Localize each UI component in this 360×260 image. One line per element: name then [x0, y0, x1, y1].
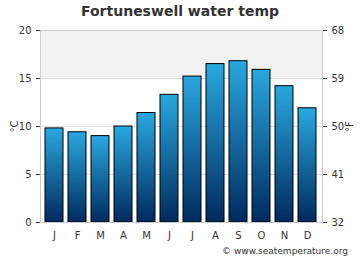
svg-text:A: A	[120, 230, 127, 241]
svg-text:S: S	[235, 230, 241, 241]
svg-text:A: A	[212, 230, 219, 241]
svg-text:O: O	[258, 230, 266, 241]
svg-text:5: 5	[25, 169, 31, 180]
svg-text:M: M	[96, 230, 105, 241]
svg-text:50: 50	[332, 121, 345, 132]
svg-text:20: 20	[19, 25, 32, 36]
svg-text:N: N	[281, 230, 288, 241]
svg-text:0: 0	[25, 217, 31, 228]
html-text:Fortuneswell water temp: Fortuneswell water temp	[81, 3, 279, 19]
svg-text:J: J	[190, 230, 194, 241]
svg-text:68: 68	[332, 25, 345, 36]
svg-text:D: D	[304, 230, 312, 241]
svg-text:F: F	[75, 230, 81, 241]
svg-text:M: M	[142, 230, 151, 241]
svg-text:15: 15	[19, 73, 32, 84]
html-text:© www.seatemperature.org: © www.seatemperature.org	[222, 246, 348, 256]
svg-text:59: 59	[332, 73, 345, 84]
svg-text:10: 10	[19, 121, 32, 132]
svg-text:°F: °F	[344, 121, 355, 132]
svg-text:32: 32	[332, 217, 345, 228]
svg-text:41: 41	[332, 169, 345, 180]
svg-text:°C: °C	[9, 120, 20, 132]
svg-text:J: J	[52, 230, 56, 241]
svg-text:J: J	[167, 230, 171, 241]
